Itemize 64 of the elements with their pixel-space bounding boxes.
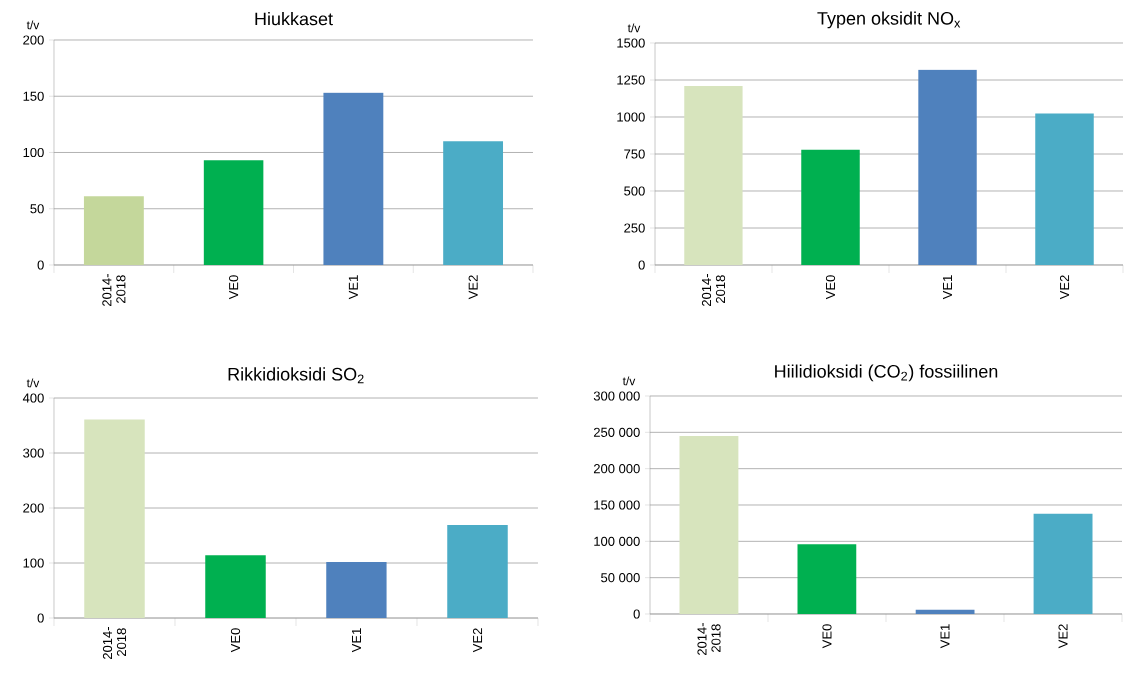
bar: [801, 149, 860, 265]
bar: [83, 196, 144, 265]
bar: [323, 92, 384, 265]
bar: [684, 85, 743, 265]
y-tick-label: 400: [22, 393, 44, 403]
x-tick-label: VE1: [940, 624, 950, 649]
y-axis-title: t/v: [26, 20, 40, 30]
chart-title: Hiilidioksidi (CO$_{2}$) fossiilinen: [775, 364, 998, 382]
y-tick-label: 0: [633, 609, 640, 619]
y-tick-label: 200 000: [593, 464, 640, 474]
y-tick-label: 250: [624, 223, 645, 233]
y-tick-label: 0: [638, 260, 645, 270]
y-tick-label: 200: [23, 35, 44, 45]
bar: [205, 555, 266, 618]
x-tick-label: VE2: [1059, 275, 1070, 300]
y-tick-label: 750: [624, 149, 645, 159]
y-tick-label: 300 000: [593, 391, 640, 401]
y-tick-label: 0: [37, 260, 44, 270]
x-tick-label: VE0: [230, 628, 241, 653]
y-tick-label: 100 000: [594, 536, 640, 546]
bar: [326, 561, 387, 618]
x-tick-label: 2014- 2018: [102, 627, 127, 660]
x-tick-label: 2014- 2018: [701, 274, 726, 307]
y-tick-label: 300: [23, 448, 44, 458]
bar: [84, 419, 145, 618]
x-tick-label: VE0: [822, 624, 832, 649]
bar: [443, 141, 504, 265]
y-tick-label: 1250: [617, 75, 645, 85]
y-tick-label: 50: [30, 204, 44, 214]
bar: [797, 544, 857, 614]
x-tick-label: VE1: [943, 275, 952, 300]
y-axis-title: t/v: [627, 23, 641, 33]
x-tick-label: VE1: [352, 628, 361, 653]
x-tick-label: VE0: [229, 275, 239, 300]
y-tick-label: 500: [624, 186, 645, 196]
y-tick-label: 1000: [617, 112, 645, 122]
chart-title: Hiukkaset: [255, 12, 333, 26]
y-tick-label: 0: [37, 613, 44, 623]
bar: [679, 435, 739, 614]
y-axis-title: t/v: [622, 376, 636, 386]
x-tick-label: VE2: [468, 275, 478, 300]
y-tick-label: 100: [23, 558, 44, 568]
bar: [203, 160, 264, 265]
y-tick-label: 150 000: [594, 500, 640, 510]
x-tick-label: VE0: [825, 275, 836, 300]
bar: [915, 609, 975, 614]
bar: [1033, 513, 1093, 614]
y-tick-label: 1500: [617, 38, 645, 48]
y-tick-label: 100: [23, 147, 44, 158]
x-tick-label: VE1: [348, 275, 358, 300]
bar: [447, 525, 508, 618]
x-tick-label: 2014- 2018: [102, 274, 126, 307]
y-axis-title: t/v: [26, 378, 40, 388]
x-tick-label: VE2: [472, 628, 483, 653]
y-tick-label: 50 000: [601, 573, 640, 583]
chart-title: Rikkidioksidi SO$_{2}$: [228, 367, 364, 384]
x-tick-label: VE2: [1058, 624, 1068, 649]
bar: [1035, 113, 1094, 265]
y-tick-label: 200: [23, 503, 44, 513]
y-tick-label: 250 000: [593, 427, 640, 437]
chart-title: Typen oksidit NO$_{x}$: [817, 11, 961, 29]
y-tick-label: 150: [23, 91, 44, 101]
bar: [918, 69, 977, 265]
x-tick-label: 2014- 2018: [697, 623, 721, 656]
